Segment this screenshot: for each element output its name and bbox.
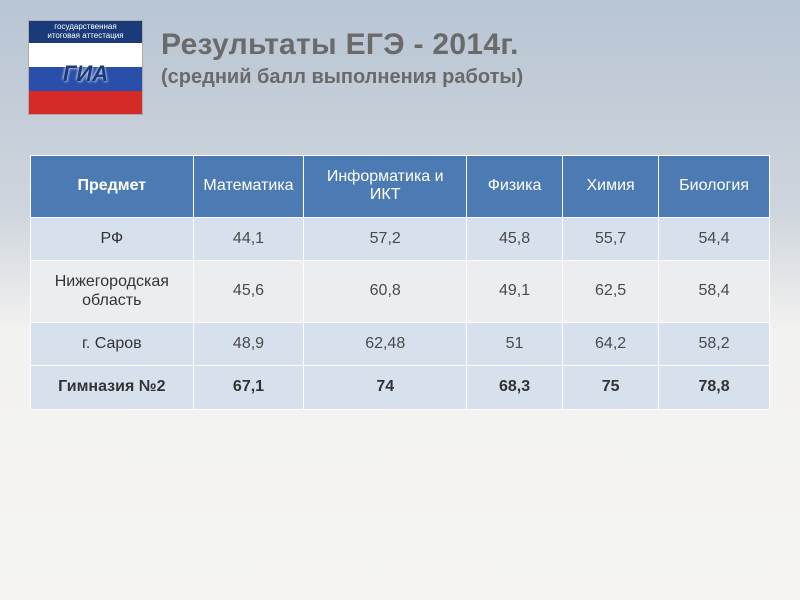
- cell: 49,1: [467, 261, 563, 323]
- cell: 67,1: [193, 366, 304, 409]
- cell: 58,4: [659, 261, 770, 323]
- page-subtitle: (средний балл выполнения работы): [161, 66, 523, 89]
- cell: 78,8: [659, 366, 770, 409]
- cell: 51: [467, 322, 563, 365]
- results-table: Предмет Математика Информатика и ИКТ Физ…: [30, 155, 770, 410]
- row-label: РФ: [31, 217, 194, 260]
- cell: 57,2: [304, 217, 467, 260]
- gia-logo: государственная итоговая аттестация ГИА: [28, 20, 143, 115]
- col-header-subject: Предмет: [31, 156, 194, 218]
- cell: 64,2: [563, 322, 659, 365]
- cell: 75: [563, 366, 659, 409]
- cell: 74: [304, 366, 467, 409]
- cell: 62,48: [304, 322, 467, 365]
- cell: 55,7: [563, 217, 659, 260]
- logo-banner-line1: государственная: [54, 22, 116, 31]
- header: государственная итоговая аттестация ГИА …: [0, 0, 800, 115]
- table-row: г. Саров 48,9 62,48 51 64,2 58,2: [31, 322, 770, 365]
- col-header-informatics: Информатика и ИКТ: [304, 156, 467, 218]
- col-header-math: Математика: [193, 156, 304, 218]
- col-header-chemistry: Химия: [563, 156, 659, 218]
- col-header-biology: Биология: [659, 156, 770, 218]
- cell: 48,9: [193, 322, 304, 365]
- results-table-container: Предмет Математика Информатика и ИКТ Физ…: [30, 155, 770, 410]
- cell: 44,1: [193, 217, 304, 260]
- title-block: Результаты ЕГЭ - 2014г. (средний балл вы…: [161, 20, 523, 89]
- col-header-physics: Физика: [467, 156, 563, 218]
- logo-banner-line2: итоговая аттестация: [47, 31, 123, 40]
- row-label: Нижегородская область: [31, 261, 194, 323]
- cell: 62,5: [563, 261, 659, 323]
- cell: 60,8: [304, 261, 467, 323]
- cell: 45,6: [193, 261, 304, 323]
- cell: 58,2: [659, 322, 770, 365]
- page-title: Результаты ЕГЭ - 2014г.: [161, 28, 523, 62]
- logo-center-text: ГИА: [29, 61, 142, 87]
- logo-banner: государственная итоговая аттестация: [29, 21, 142, 43]
- cell: 54,4: [659, 217, 770, 260]
- cell: 45,8: [467, 217, 563, 260]
- table-row: Нижегородская область 45,6 60,8 49,1 62,…: [31, 261, 770, 323]
- table-row-highlight: Гимназия №2 67,1 74 68,3 75 78,8: [31, 366, 770, 409]
- table-header-row: Предмет Математика Информатика и ИКТ Физ…: [31, 156, 770, 218]
- row-label: г. Саров: [31, 322, 194, 365]
- table-row: РФ 44,1 57,2 45,8 55,7 54,4: [31, 217, 770, 260]
- row-label: Гимназия №2: [31, 366, 194, 409]
- cell: 68,3: [467, 366, 563, 409]
